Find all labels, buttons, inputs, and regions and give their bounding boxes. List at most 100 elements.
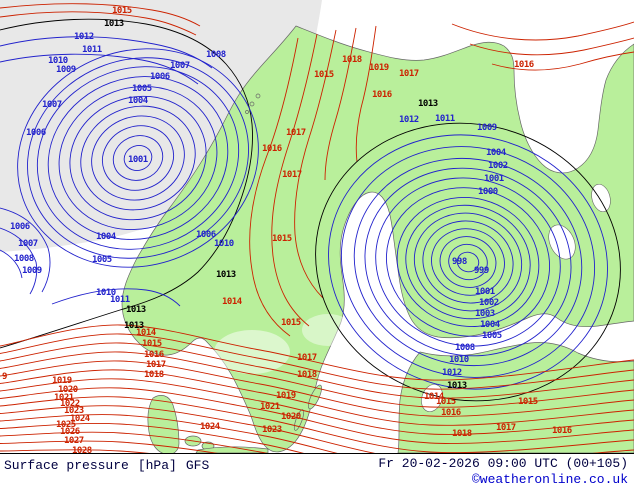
isobar-arc	[0, 440, 219, 453]
pressure-value-label: 1013	[126, 305, 146, 315]
pressure-value-label: 1019	[52, 376, 72, 386]
isobar-ring	[36, 66, 240, 250]
pressure-value-label: 1015	[281, 318, 301, 328]
pressure-value-label: 1013	[216, 270, 236, 280]
lake-ladoga	[548, 224, 576, 260]
pressure-value-label: 1017	[399, 69, 419, 79]
isobar-arc	[0, 351, 634, 408]
pressure-value-label: 1003	[475, 309, 495, 319]
pressure-value-label: 1002	[488, 161, 508, 171]
isobar-arc	[0, 333, 634, 390]
pressure-value-label: 1016	[552, 426, 572, 436]
pressure-value-label: 1023	[64, 406, 84, 416]
pressure-value-label: 1014	[136, 328, 156, 338]
isobar-ring	[375, 177, 561, 347]
pressure-value-label: 1016	[372, 90, 392, 100]
high-isobars-static	[0, 3, 634, 337]
pressure-value-label: 1009	[477, 123, 497, 133]
cloud-patch	[214, 330, 290, 374]
pressure-value-label: 1015	[272, 234, 292, 244]
cloud-patch	[190, 378, 230, 402]
pressure-value-label: 1002	[479, 298, 499, 308]
pressure-value-label: 1021	[260, 402, 280, 412]
pressure-value-label: 1004	[96, 232, 116, 242]
island-oland	[293, 409, 305, 431]
pressure-value-label: 1007	[42, 100, 62, 110]
pressure-value-label: 1011	[82, 45, 102, 55]
pressure-value-label: 1001	[484, 174, 504, 184]
pressure-value-label: 1013	[124, 321, 144, 331]
isobar-ring	[340, 146, 596, 378]
isobar-arc	[0, 396, 634, 453]
forecast-datetime: Fr 20-02-2026 09:00 UTC (00+105)	[378, 456, 628, 471]
pressure-value-label: 1015	[112, 6, 132, 16]
isobar-arc	[0, 449, 150, 453]
isobar-arc	[0, 342, 634, 399]
pressure-value-label: 1010	[48, 56, 68, 66]
pressure-value-label: 1011	[435, 114, 455, 124]
pressure-value-label: 1015	[436, 397, 456, 407]
pressure-value-label: 1028	[72, 446, 92, 456]
pressure-value-label: 1007	[170, 61, 190, 71]
pressure-value-label: 1015	[314, 70, 334, 80]
isobar-ring	[413, 212, 523, 312]
isobar-ring	[422, 220, 514, 304]
pressure-value-label: 9	[2, 372, 7, 382]
isobar-ring	[80, 105, 196, 211]
pressure-value-label: 1021	[54, 393, 74, 403]
pressure-value-label: 1013	[447, 381, 467, 391]
pressure-value-label: 1004	[128, 96, 148, 106]
isobar-chart-svg	[0, 0, 634, 453]
copyright-link[interactable]: ©weatheronline.co.uk	[471, 472, 628, 487]
model-name: GFS	[185, 458, 210, 473]
pressure-value-label: 1006	[196, 230, 216, 240]
status-bar: Surface pressure [hPa] GFS Fr 20-02-2026 0…	[0, 454, 634, 490]
pressure-value-label: 1006	[150, 72, 170, 82]
pressure-value-label: 1024	[70, 414, 90, 424]
pressure-value-label: 1005	[92, 255, 112, 265]
isobar-arc	[0, 378, 634, 435]
pressure-value-label: 1012	[74, 32, 94, 42]
pressure-value-label: 1013	[418, 99, 438, 109]
map-meta: Fr 20-02-2026 09:00 UTC (00+105) ©weathe…	[378, 456, 628, 488]
pressure-value-label: 1017	[286, 128, 306, 138]
pressure-value-label: 1017	[496, 423, 516, 433]
pressure-value-label: 998	[452, 257, 467, 267]
isobar-ring	[353, 157, 583, 367]
pressure-value-label: 1016	[514, 60, 534, 70]
isobar-ring	[396, 197, 540, 327]
isobar-ring	[102, 125, 174, 191]
pressure-value-label: 999	[474, 266, 489, 276]
isobar-ring	[27, 57, 249, 259]
isobar-ring	[58, 85, 218, 231]
pressure-value-label: 1009	[56, 65, 76, 75]
pressure-value-label: 1022	[60, 399, 80, 409]
pressure-value-label: 1016	[441, 408, 461, 418]
pressure-value-label: 1006	[10, 222, 30, 232]
high-pressure-arcs	[0, 324, 634, 453]
isobar-arc	[0, 360, 634, 417]
pressure-value-label: 1019	[369, 63, 389, 73]
isobar-ring	[448, 243, 488, 281]
pressure-map: 1015 1013 1012 1011 1010 1009 1008 1007 1006 1005…	[0, 0, 634, 456]
cloud-shade-group	[190, 314, 354, 402]
pressure-value-label: 1008	[14, 254, 34, 264]
isobar-ring	[431, 228, 505, 296]
pressure-value-label: 1006	[26, 128, 46, 138]
isobar-ring	[112, 135, 164, 181]
pressure-value-label: 1012	[399, 115, 419, 125]
pressure-value-label: 1014	[222, 297, 242, 307]
pressure-value-label: 1018	[452, 429, 472, 439]
low-isobars-static	[0, 36, 213, 307]
pressure-value-label: 1023	[262, 425, 282, 435]
isobar-arc	[0, 431, 268, 453]
pressure-value-label: 1015	[142, 339, 162, 349]
pressure-value-label: 1004	[480, 320, 500, 330]
pressure-value-label: 1019	[276, 391, 296, 401]
pressure-value-label: 1008	[455, 343, 475, 353]
isobar-ring	[385, 187, 551, 337]
isobar-arc	[0, 369, 634, 426]
landmass-germany	[195, 446, 269, 453]
isobar-ring	[439, 236, 497, 288]
